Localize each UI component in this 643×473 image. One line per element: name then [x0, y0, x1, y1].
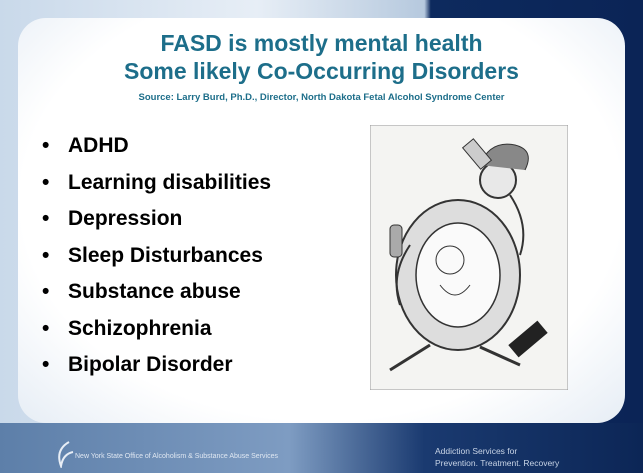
bullet: Schizophrenia [42, 311, 271, 348]
cartoon-illustration [370, 125, 568, 390]
bullet: Sleep Disturbances [42, 238, 271, 275]
bullet: Depression [42, 201, 271, 238]
bullet: Bipolar Disorder [42, 347, 271, 384]
source: Source: Larry Burd, Ph.D., Director, Nor… [0, 92, 643, 103]
bullet-list: ADHD Learning disabilities Depression Sl… [42, 128, 271, 384]
bullet: Learning disabilities [42, 165, 271, 202]
slide: FASD is mostly mental health Some likely… [0, 0, 643, 473]
footer-text: Prevention. Treatment. Recovery [435, 458, 559, 468]
bullet: ADHD [42, 128, 271, 165]
logo [55, 440, 77, 468]
footer-text: Addiction Services for [435, 446, 517, 456]
title-line: Some likely Co-Occurring Disorders [0, 58, 643, 85]
bullet: Substance abuse [42, 274, 271, 311]
footer-text: New York State Office of Alcoholism & Su… [75, 453, 278, 460]
title-line: FASD is mostly mental health [0, 30, 643, 57]
